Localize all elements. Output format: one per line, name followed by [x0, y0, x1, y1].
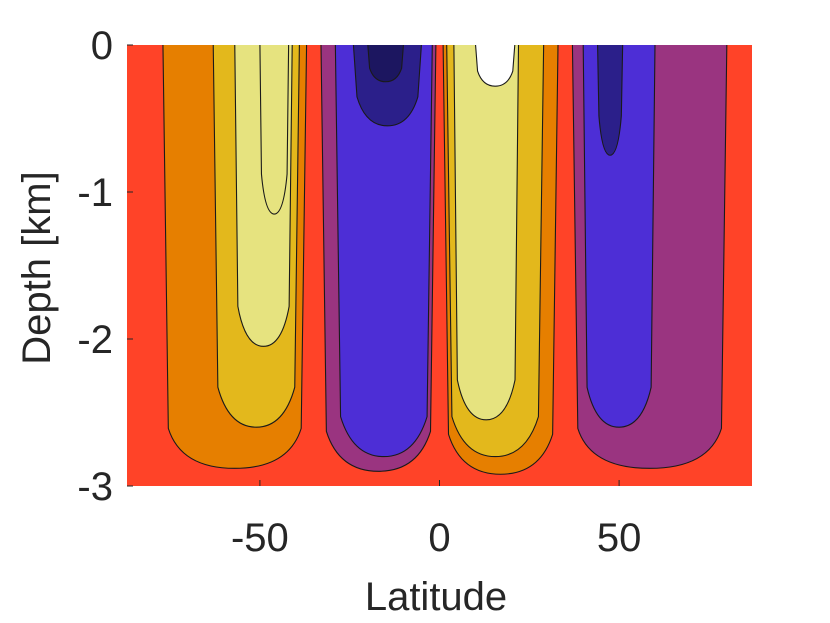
northern-tropical-positive-cell-level-4	[475, 45, 516, 87]
x-tick-label: 50	[597, 516, 642, 560]
axes: -50 0 50 0 -1 -2 -3	[77, 24, 641, 560]
southern-tropical-negative-cell-level-4	[367, 45, 404, 83]
y-tick-label: 0	[91, 24, 113, 68]
x-tick-label: 0	[428, 516, 450, 560]
northern-negative-cell	[571, 45, 728, 469]
y-axis-label: Depth [km]	[15, 171, 59, 364]
x-axis-label: Latitude	[365, 575, 507, 619]
northern-negative-cell-level-2	[582, 45, 656, 428]
northern-tropical-positive-cell	[442, 45, 559, 475]
southern-tropical-negative-cell-level-2	[334, 45, 433, 458]
southern-positive-cell-level-4	[259, 45, 290, 215]
y-tick-label: -3	[77, 465, 113, 509]
southern-tropical-negative-cell	[320, 45, 437, 472]
northern-tropical-positive-cell-level-3	[453, 45, 520, 421]
y-tick-label: -1	[77, 171, 113, 215]
x-tick-label: -50	[231, 516, 289, 560]
southern-positive-cell	[162, 45, 308, 469]
northern-negative-cell-level-3	[597, 45, 624, 156]
y-tick-label: -2	[77, 318, 113, 362]
contour-layer	[162, 45, 728, 475]
